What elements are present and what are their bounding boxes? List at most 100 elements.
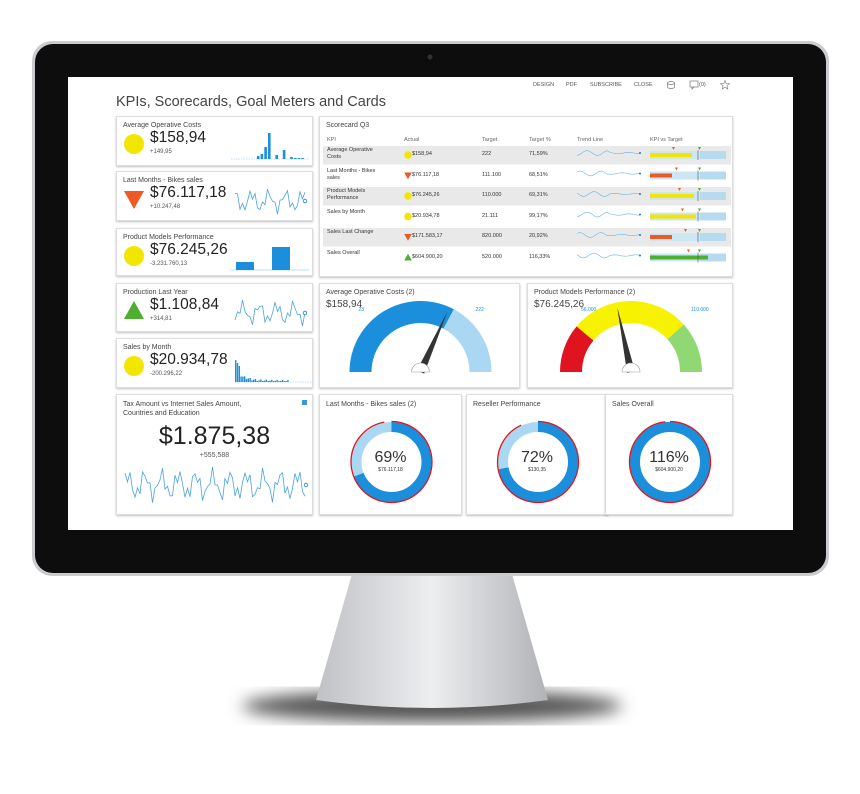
graphic bbox=[560, 301, 702, 373]
sparkline-end bbox=[302, 310, 308, 316]
donut-subtitle: $76.117,18 bbox=[378, 467, 403, 473]
close-button[interactable]: CLOSE bbox=[634, 82, 653, 88]
card-value: $76.117,18 bbox=[150, 184, 227, 201]
column-header: KPI bbox=[327, 137, 336, 143]
card-title: Average Operative Costs bbox=[123, 122, 202, 129]
spark-bar bbox=[258, 380, 260, 382]
pdf-button[interactable]: PDF bbox=[566, 82, 577, 88]
database-icon[interactable] bbox=[666, 80, 676, 90]
cell: 110.000 bbox=[482, 192, 502, 198]
cell: Sales by Month bbox=[327, 208, 365, 215]
spark-bar bbox=[267, 381, 269, 382]
kpi-card: Sales by Month $20.934,78 -200.296,22 bbox=[116, 338, 313, 388]
spark-bar bbox=[283, 381, 285, 382]
trend-end bbox=[639, 152, 641, 154]
column-header: Trend Line bbox=[577, 137, 604, 143]
spark-bar bbox=[285, 380, 287, 382]
spark-bar bbox=[274, 380, 276, 382]
sparkline-end bbox=[303, 482, 309, 488]
donut-arc bbox=[351, 422, 432, 502]
card-title: Tax Amount vs Internet Sales Amount, Cou… bbox=[123, 401, 242, 417]
stand bbox=[316, 574, 548, 708]
card-change: +314,81 bbox=[150, 316, 172, 322]
status-icon bbox=[404, 212, 412, 221]
trend-line bbox=[576, 232, 641, 238]
bullet-bar bbox=[650, 153, 692, 157]
favorite-icon[interactable] bbox=[719, 79, 731, 90]
card-value: $1.875,38 bbox=[158, 422, 271, 450]
donut-card: Last Months - Bikes sales (2) 69% $76.117,… bbox=[319, 394, 462, 515]
comment-icon[interactable] bbox=[689, 80, 699, 90]
graphic bbox=[124, 400, 309, 503]
spark-bar bbox=[264, 147, 267, 159]
gauge-value: $76.245,26 bbox=[534, 299, 585, 310]
bullet-marker bbox=[687, 249, 690, 253]
donut-title: Last Months - Bikes sales (2) bbox=[326, 401, 417, 408]
spark-bar bbox=[256, 156, 260, 159]
target-arc bbox=[496, 420, 580, 504]
spark-bar bbox=[262, 381, 264, 382]
status-icon bbox=[124, 191, 144, 209]
bullet-marker bbox=[698, 249, 701, 253]
donut-label: 72% bbox=[520, 449, 554, 466]
status-icon bbox=[404, 151, 412, 159]
cell: Last Months - Bikes sales bbox=[327, 167, 376, 181]
spark-bar bbox=[301, 158, 304, 159]
spark-bar bbox=[238, 366, 240, 382]
gauge-card: Product Models Performance (2) $76.245,26… bbox=[527, 283, 733, 388]
trend-line bbox=[576, 170, 641, 177]
bullet-marker bbox=[698, 167, 701, 171]
bullet-marker bbox=[698, 208, 701, 212]
comment-count[interactable]: (0) bbox=[699, 82, 706, 88]
bullet-mid bbox=[650, 171, 700, 180]
gauge-high: 222 bbox=[475, 307, 484, 313]
status-icon bbox=[124, 246, 144, 266]
trend-end bbox=[639, 234, 641, 236]
sparkline bbox=[234, 299, 306, 327]
cell: 99,17% bbox=[529, 212, 548, 219]
graphic bbox=[124, 189, 308, 215]
cell: $171.583,17 bbox=[412, 233, 443, 239]
gauge-band bbox=[576, 301, 684, 341]
bullet-bar bbox=[650, 214, 696, 219]
cell: Average Operative Costs bbox=[327, 147, 373, 160]
trend-end bbox=[639, 193, 641, 195]
spark-bar bbox=[251, 380, 253, 382]
spark-bar bbox=[287, 379, 289, 382]
cell: 116,33% bbox=[529, 253, 551, 260]
bullet-marker bbox=[678, 188, 681, 191]
bullet-marker bbox=[672, 147, 675, 150]
bullet-marker bbox=[698, 147, 701, 150]
gauge-value: $158,94 bbox=[326, 299, 363, 310]
graphic bbox=[628, 420, 712, 504]
spark-bar bbox=[271, 379, 273, 382]
card-change: -3.231.760,13 bbox=[150, 261, 188, 267]
kpi-card: Average Operative Costs $158,94 +149,95 bbox=[116, 116, 313, 166]
status-icon bbox=[404, 233, 412, 241]
subscribe-button[interactable]: SUBSCRIBE bbox=[590, 82, 622, 88]
cell: Product Models Performance bbox=[327, 188, 366, 201]
spark-bar bbox=[242, 376, 244, 382]
status-icon bbox=[124, 301, 144, 319]
card-change: +555,588 bbox=[199, 452, 230, 459]
card-change: +10.247,48 bbox=[150, 204, 181, 210]
card-title: Last Months - Bikes sales bbox=[123, 177, 203, 184]
spark-bar bbox=[247, 378, 249, 382]
cell: 68,51% bbox=[529, 171, 548, 178]
gauge-band bbox=[443, 309, 492, 372]
graphic bbox=[124, 299, 308, 327]
spark-bar bbox=[249, 377, 251, 382]
bullet-mid bbox=[650, 233, 700, 241]
design-button[interactable]: DESIGN bbox=[533, 82, 555, 88]
bullet-bar bbox=[650, 173, 672, 178]
graphic bbox=[349, 301, 492, 374]
donut-title: Sales Overall bbox=[612, 401, 654, 408]
gauge-low: 56.000 bbox=[581, 307, 597, 313]
trend-line bbox=[576, 252, 641, 259]
donut-label: 69% bbox=[374, 449, 407, 466]
status-icon bbox=[124, 134, 144, 154]
spark-bar bbox=[278, 381, 280, 382]
cell: Sales Overall bbox=[327, 249, 360, 256]
trend-line bbox=[576, 191, 641, 197]
gauge-hub bbox=[411, 362, 430, 373]
